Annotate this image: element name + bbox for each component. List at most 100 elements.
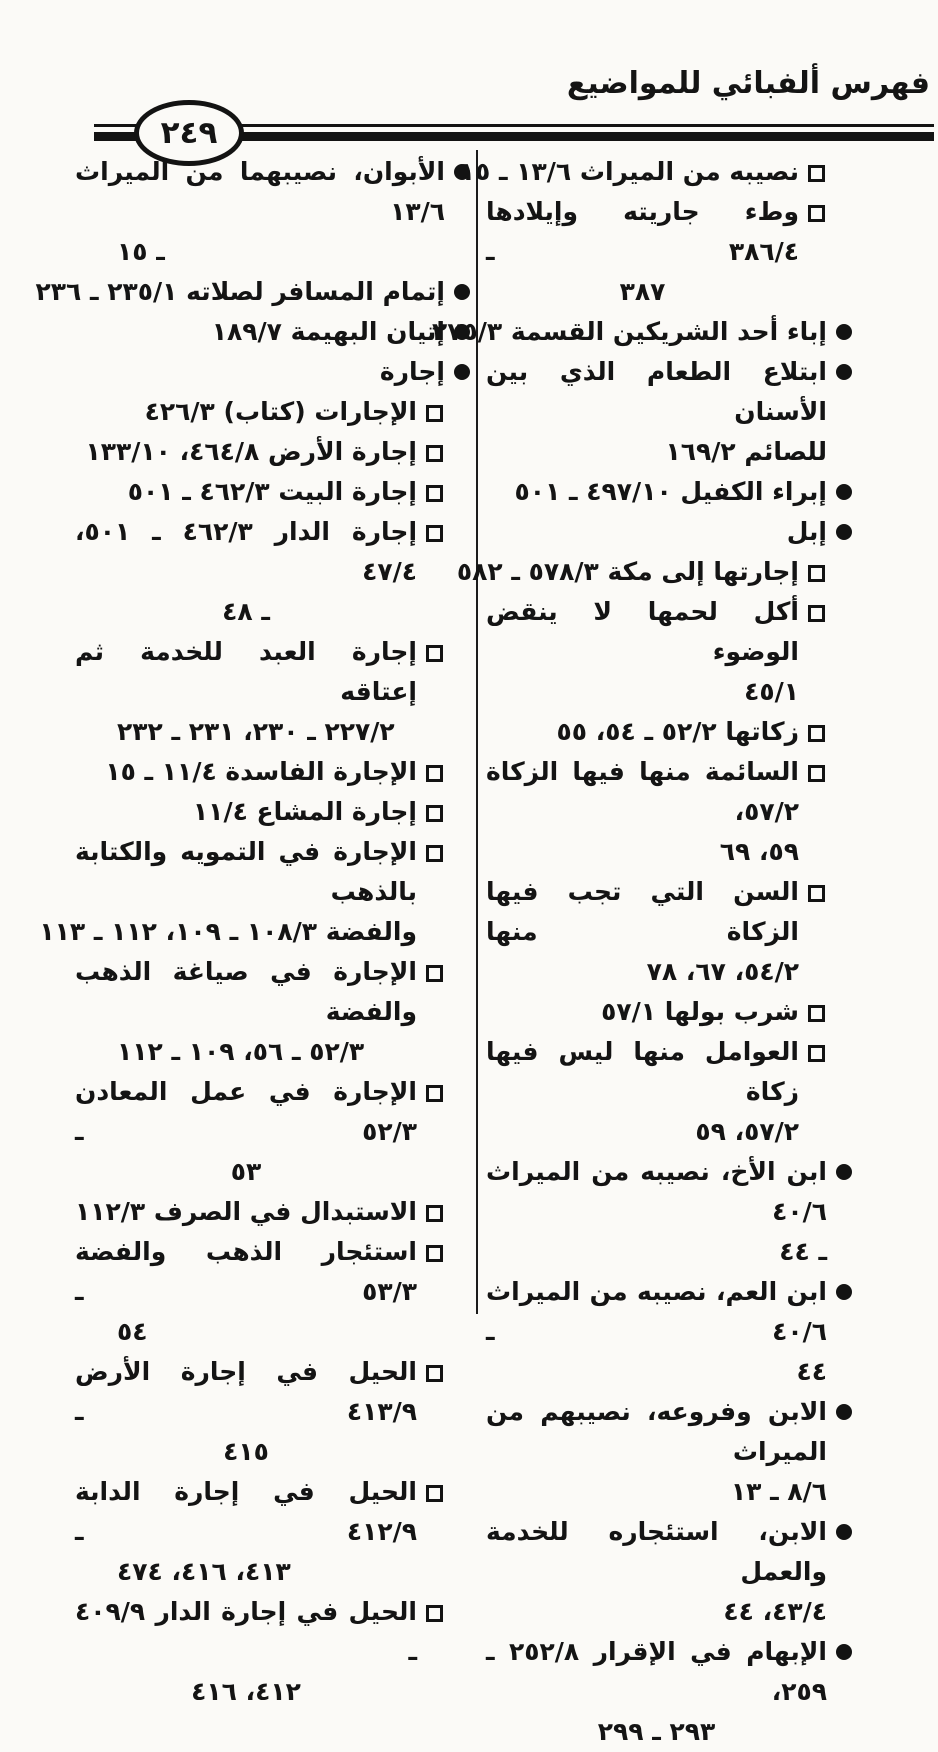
entry-line: زكاتها ٥٢/٢ ـ ٥٤، ٥٥	[556, 717, 799, 746]
square-bullet-icon	[808, 1005, 825, 1022]
square-bullet-icon	[426, 1205, 443, 1222]
index-entry: ابتلاع الطعام الذي بين الأسنان للصائم ١٦٩…	[486, 352, 852, 472]
entry-line: نصيبه من الميراث ١٣/٦ ـ ١٥	[459, 157, 799, 186]
entry-text: الإجارة في عمل المعادن ٥٢/٣ ـ ٥٣	[75, 1072, 417, 1192]
entry-text: زكاتها ٥٢/٢ ـ ٥٤، ٥٥	[486, 712, 799, 752]
entry-text: إجارة الأرض ٤٦٤/٨، ١٣٣/١٠	[75, 432, 417, 472]
square-bullet-icon	[426, 1605, 443, 1622]
entry-text: السائمة منها فيها الزكاة ٥٧/٢، ٥٩، ٦٩	[486, 752, 799, 872]
square-bullet-icon	[808, 205, 825, 222]
circle-bullet-icon	[454, 364, 470, 380]
circle-bullet-icon	[836, 524, 852, 540]
index-entry: زكاتها ٥٢/٢ ـ ٥٤، ٥٥	[486, 712, 852, 752]
entry-continuation-line: ٥٤	[117, 1317, 148, 1346]
page-title: فهرس ألفبائي للمواضيع	[566, 66, 930, 101]
entry-text: الحيل في إجارة الدابة ٤١٢/٩ ـ ٤١٣، ٤١٦، ٤…	[75, 1472, 417, 1592]
entry-text: ابن العم، نصيبه من الميراث ٤٠/٦ ـ ٤٤	[486, 1272, 827, 1392]
entry-line: الإجارات (كتاب) ٤٢٦/٣	[144, 397, 417, 426]
index-entry: الابن، استئجاره للخدمة والعمل ٤٣/٤، ٤٤	[486, 1512, 852, 1632]
index-entry: إجارة الدار ٤٦٢/٣ ـ ٥٠١، ٤٧/٤ ـ ٤٨	[75, 512, 470, 632]
square-bullet-icon	[808, 565, 825, 582]
entry-text: إجارتها إلى مكة ٥٧٨/٣ ـ ٥٨٢	[456, 552, 799, 592]
entry-line: إجارة المشاع ١١/٤	[192, 797, 417, 826]
entry-text: إجارة البيت ٤٦٢/٣ ـ ٥٠١	[75, 472, 417, 512]
entry-text: إتيان البهيمة ١٨٩/٧	[75, 312, 445, 352]
square-bullet-icon	[426, 1245, 443, 1262]
entry-line: إجارة الأرض ٤٦٤/٨، ١٣٣/١٠	[85, 437, 417, 466]
entry-continuation-line: ٥٣	[230, 1157, 262, 1186]
entry-continuation-line: ٣٨٧	[619, 277, 666, 306]
square-bullet-icon	[426, 525, 443, 542]
circle-bullet-icon	[836, 1284, 852, 1300]
entry-text: ابن الأخ، نصيبه من الميراث ٤٠/٦ ـ ٤٤	[486, 1152, 827, 1272]
entry-continuation-line: ٥٧/٢، ٥٩	[695, 1117, 799, 1146]
index-entry: السائمة منها فيها الزكاة ٥٧/٢، ٥٩، ٦٩	[486, 752, 852, 872]
entry-text: أكل لحمها لا ينقض الوضوء ٤٥/١	[486, 592, 799, 712]
entry-text: ابتلاع الطعام الذي بين الأسنان للصائم ١٦٩…	[486, 352, 827, 472]
entry-text: إباء أحد الشريكين القسمة ٢٧٥/٣	[432, 312, 827, 352]
entry-line: إجارتها إلى مكة ٥٧٨/٣ ـ ٥٨٢	[456, 557, 799, 586]
entry-continuation-line: ـ ١٥	[117, 237, 165, 266]
index-entry: نصيبه من الميراث ١٣/٦ ـ ١٥	[459, 152, 852, 192]
square-bullet-icon	[808, 725, 825, 742]
page-number: ٢٤٩	[160, 115, 218, 151]
index-entry: الحيل في إجارة الأرض ٤١٣/٩ ـ ٤١٥	[75, 1352, 470, 1472]
entry-text: الحيل في إجارة الدار ٤٠٩/٩ ـ ٤١٢، ٤١٦	[75, 1592, 417, 1712]
square-bullet-icon	[808, 605, 825, 622]
entry-text: نصيبه من الميراث ١٣/٦ ـ ١٥	[459, 152, 799, 192]
circle-bullet-icon	[836, 484, 852, 500]
square-bullet-icon	[426, 1485, 443, 1502]
circle-bullet-icon	[836, 1644, 852, 1660]
header-rule-thin	[94, 124, 934, 127]
index-entry: شرب بولها ٥٧/١	[486, 992, 852, 1032]
entry-line: شرب بولها ٥٧/١	[601, 997, 799, 1026]
entry-continuation-line: ٥٩، ٦٩	[719, 837, 799, 866]
entry-text: إجارة	[75, 352, 445, 392]
entry-text: استئجار الذهب والفضة ٥٣/٣ ـ ٥٤	[75, 1232, 417, 1352]
square-bullet-icon	[426, 645, 443, 662]
entry-line: إتمام المسافر لصلاته ٢٣٥/١ ـ ٢٣٦	[35, 277, 445, 306]
square-bullet-icon	[426, 805, 443, 822]
entry-text: الإجارة في صياغة الذهب والفضة ٥٢/٣ ـ ٥٦، …	[75, 952, 417, 1072]
entry-line: أكل لحمها لا ينقض الوضوء	[486, 597, 799, 666]
index-entry: إتمام المسافر لصلاته ٢٣٥/١ ـ ٢٣٦	[35, 272, 470, 312]
index-entry: وطء جاريته وإيلادها ٣٨٦/٤ ـ ٣٨٧	[486, 192, 852, 312]
entry-text: شرب بولها ٥٧/١	[486, 992, 799, 1032]
entry-line: الحيل في إجارة الأرض ٤١٣/٩ ـ	[75, 1357, 417, 1426]
circle-bullet-icon	[454, 164, 470, 180]
entry-continuation-line: والفضة ١٠٨/٣ ـ ١٠٩، ١١٢ ـ ١١٣	[39, 917, 417, 946]
index-entry: الاستبدال في الصرف ١١٢/٣	[75, 1192, 470, 1232]
entry-line: إتيان البهيمة ١٨٩/٧	[211, 317, 445, 346]
square-bullet-icon	[426, 1085, 443, 1102]
index-entry: الإجارات (كتاب) ٤٢٦/٣	[75, 392, 470, 432]
square-bullet-icon	[808, 885, 825, 902]
entry-line: ابن العم، نصيبه من الميراث ٤٠/٦ ـ	[486, 1277, 827, 1346]
entry-text: العوامل منها ليس فيها زكاة ٥٧/٢، ٥٩	[486, 1032, 799, 1152]
entry-text: الاستبدال في الصرف ١١٢/٣	[75, 1192, 417, 1232]
circle-bullet-icon	[836, 1404, 852, 1420]
index-entry: أكل لحمها لا ينقض الوضوء ٤٥/١	[486, 592, 852, 712]
entry-line: السائمة منها فيها الزكاة ٥٧/٢،	[486, 757, 799, 826]
entry-continuation-line: ٤٣/٤، ٤٤	[723, 1597, 827, 1626]
entry-continuation-line: ـ ٤٨	[222, 597, 270, 626]
index-entry: إباء أحد الشريكين القسمة ٢٧٥/٣	[432, 312, 852, 352]
square-bullet-icon	[426, 845, 443, 862]
entry-line: إباء أحد الشريكين القسمة ٢٧٥/٣	[432, 317, 827, 346]
index-entry: الحيل في إجارة الدابة ٤١٢/٩ ـ ٤١٣، ٤١٦، ٤…	[75, 1472, 470, 1592]
index-entry: الإجارة في التمويه والكتابة بالذهب والفضة…	[39, 832, 470, 952]
square-bullet-icon	[426, 965, 443, 982]
square-bullet-icon	[808, 765, 825, 782]
entry-line: ابتلاع الطعام الذي بين الأسنان	[486, 357, 827, 426]
entry-text: الإبهام في الإقرار ٢٥٢/٨ ـ ٢٥٩، ٢٩٣ ـ ٢٩٩	[486, 1632, 827, 1752]
entry-line: الإجارة الفاسدة ١١/٤ ـ ١٥	[105, 757, 417, 786]
circle-bullet-icon	[836, 324, 852, 340]
circle-bullet-icon	[836, 364, 852, 380]
index-page: { "header": { "title": "فهرس ألفبائي للم…	[35, 66, 934, 1746]
circle-bullet-icon	[836, 1524, 852, 1540]
entry-text: السن التي تجب فيها الزكاة منها ٥٤/٢، ٦٧، …	[486, 872, 799, 992]
index-entry: الإجارة في عمل المعادن ٥٢/٣ ـ ٥٣	[75, 1072, 470, 1192]
index-entry: إجارة	[75, 352, 470, 392]
entry-text: إجارة المشاع ١١/٤	[75, 792, 417, 832]
entry-continuation-line: ـ ٤٤	[779, 1237, 827, 1266]
circle-bullet-icon	[454, 284, 470, 300]
